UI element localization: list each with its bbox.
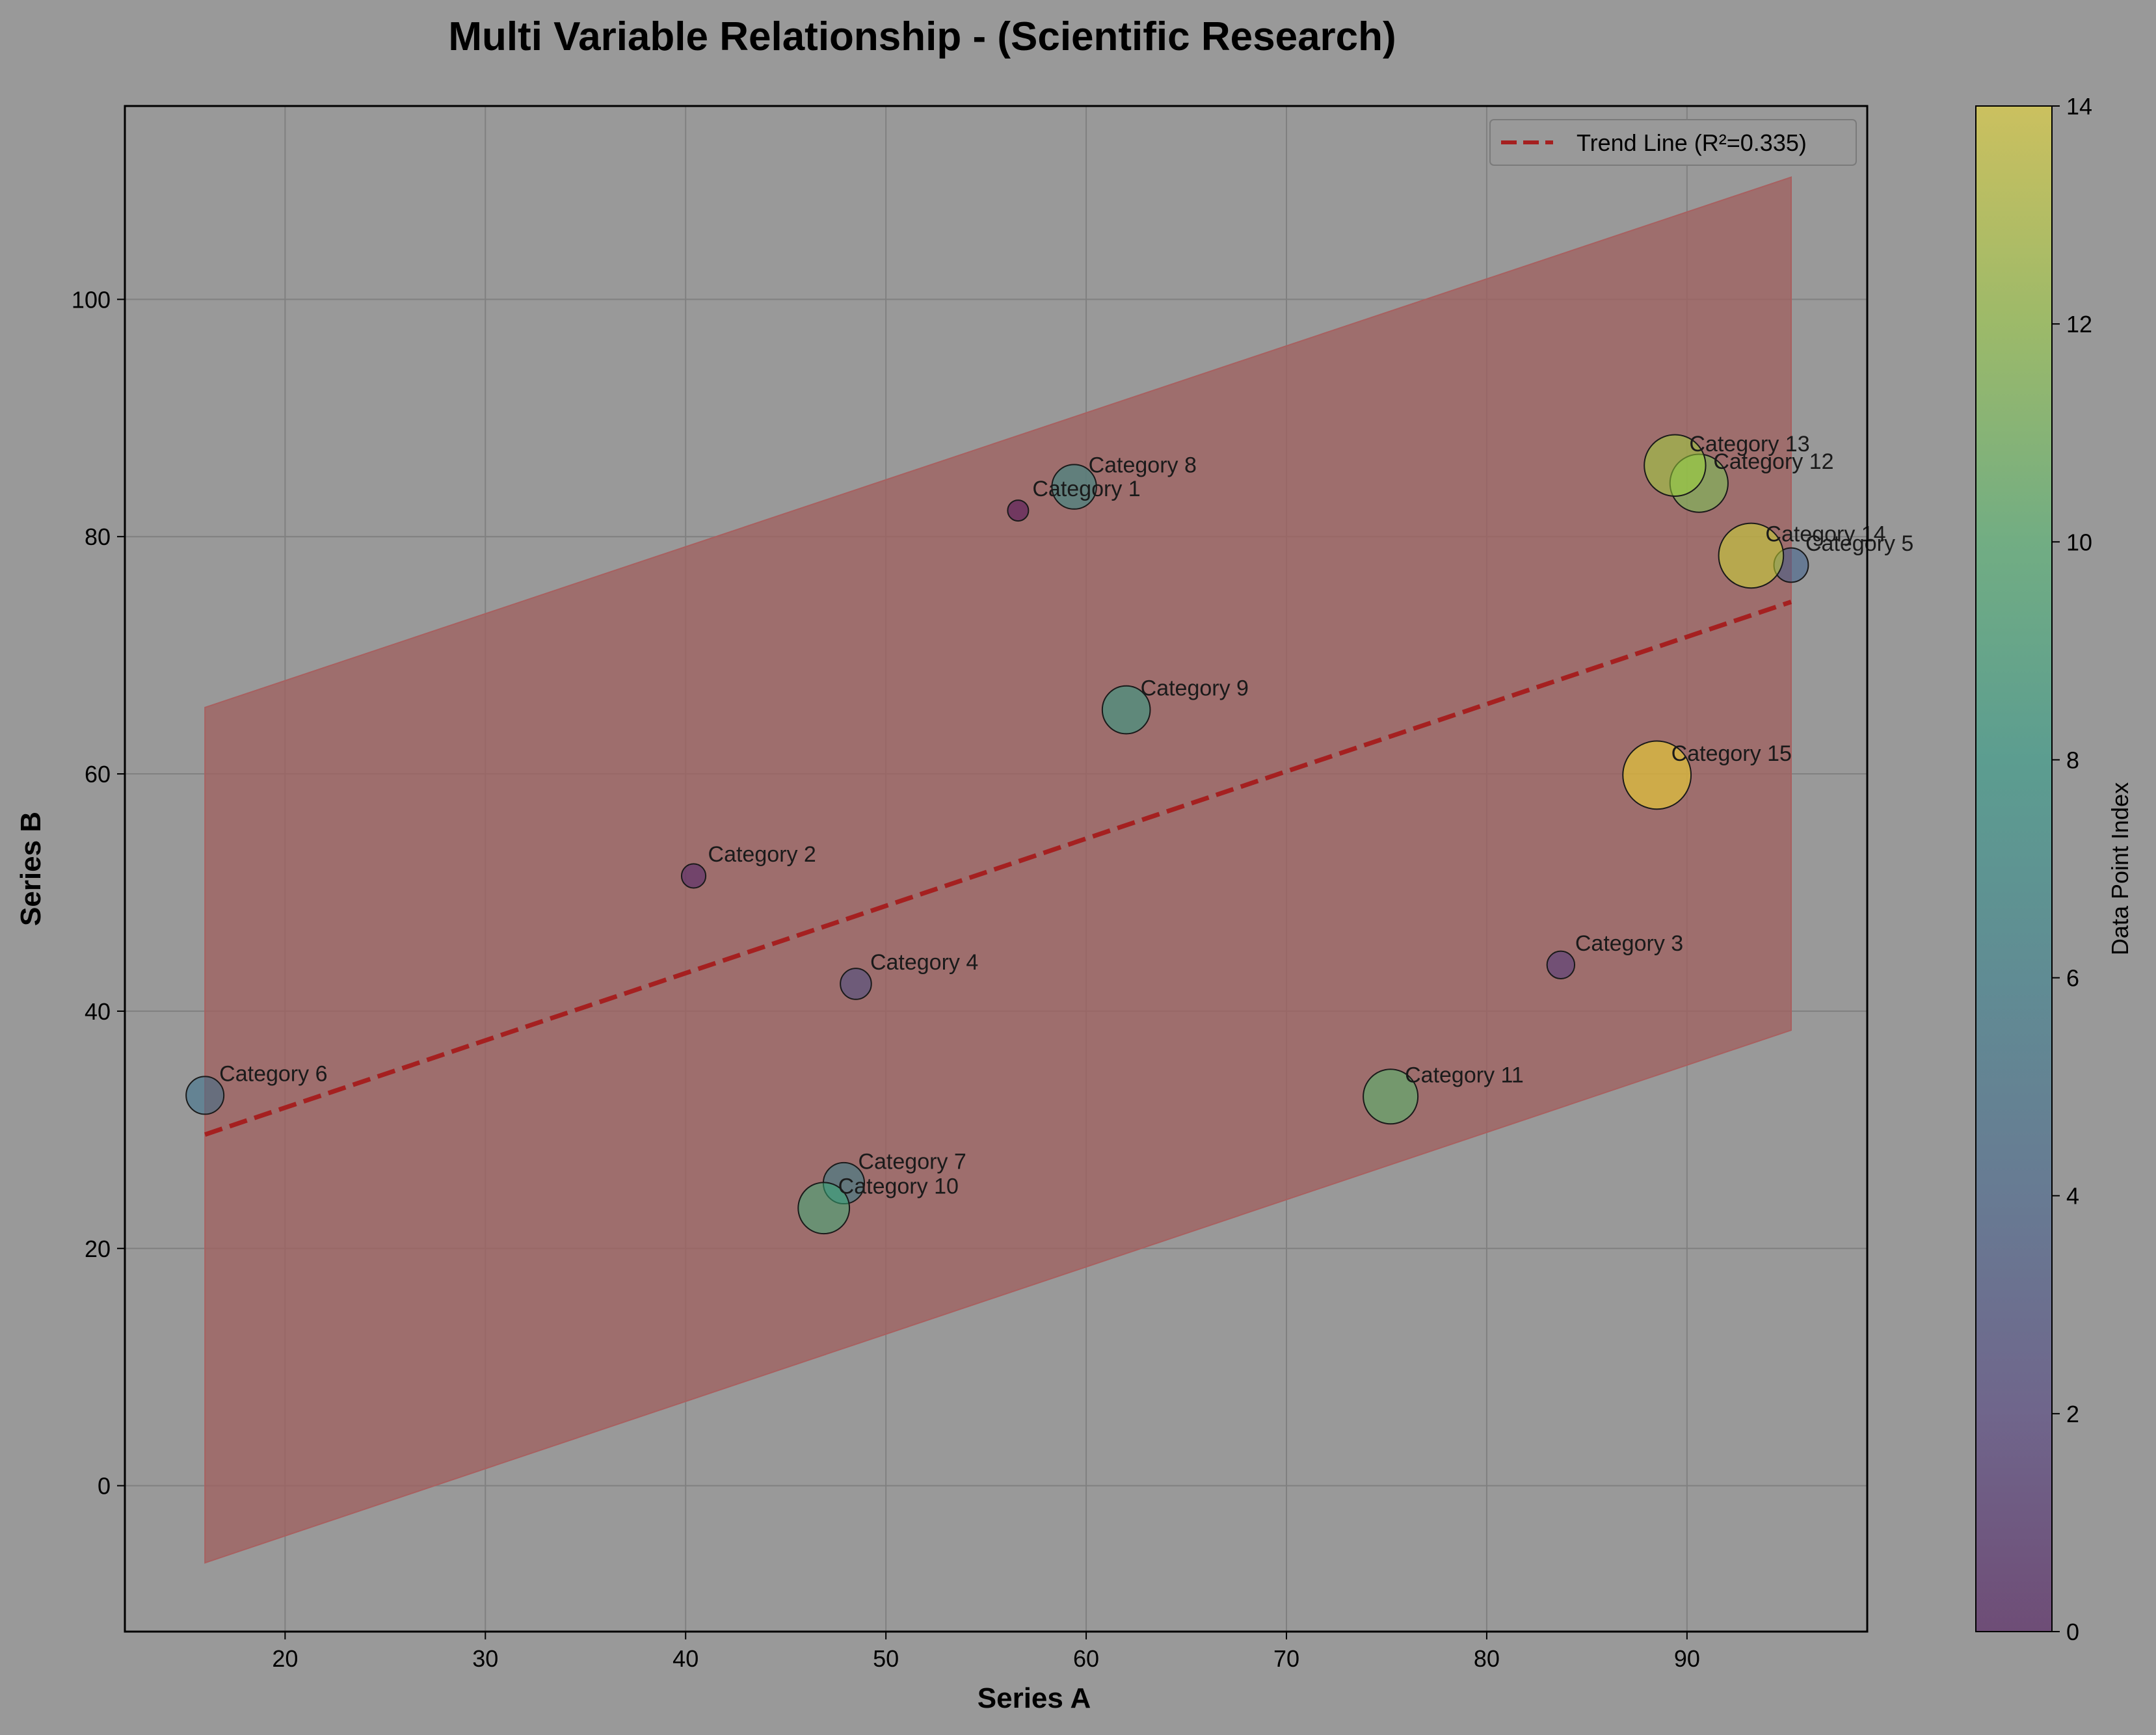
- x-tick-label: 60: [1073, 1645, 1099, 1672]
- colorbar-tick-label: 14: [2066, 93, 2092, 120]
- x-tick-label: 70: [1273, 1645, 1299, 1672]
- data-point-label: Category 15: [1671, 741, 1792, 766]
- data-point: [840, 968, 872, 1000]
- y-tick-label: 60: [85, 761, 111, 788]
- colorbar-tick-label: 10: [2066, 529, 2092, 555]
- data-point-label: Category 14: [1765, 522, 1885, 546]
- data-points: [185, 434, 1809, 1235]
- trend-line: [204, 600, 1792, 1137]
- colorbar-tick-label: 2: [2066, 1401, 2079, 1427]
- x-axis-label: Series A: [978, 1682, 1091, 1714]
- legend-box: [1489, 119, 1857, 166]
- colorbar-label: Data Point Index: [2107, 782, 2133, 955]
- x-tick-label: 30: [472, 1645, 498, 1672]
- data-point: [1644, 434, 1707, 497]
- colorbar-tick-label: 0: [2066, 1619, 2079, 1645]
- legend: Trend Line (R²=0.335): [1489, 119, 1857, 166]
- data-point: [1546, 950, 1576, 979]
- data-point: [1007, 499, 1030, 522]
- data-point-label: Category 3: [1575, 931, 1683, 956]
- data-point-label: Category 8: [1089, 453, 1197, 478]
- colorbar-tick-label: 12: [2066, 311, 2092, 338]
- data-point-label: Category 4: [870, 950, 978, 975]
- data-point-label: Category 2: [708, 842, 816, 867]
- data-point-label: Category 12: [1713, 449, 1833, 474]
- data-point-label: Category 7: [858, 1149, 966, 1174]
- data-point-label: Category 9: [1141, 676, 1249, 701]
- data-point-label: Category 11: [1405, 1063, 1524, 1087]
- colorbar-ticks: 0 2 4 6 8 10 12 14: [2052, 93, 2092, 1645]
- data-point-label: Category 6: [219, 1061, 327, 1086]
- y-tick-label: 20: [85, 1236, 111, 1262]
- data-point-label: Category 5: [1805, 531, 1913, 556]
- data-point: [1622, 740, 1692, 810]
- colorbar: 0 2 4 6 8 10 12 14 Data Point Index: [1975, 93, 2133, 1645]
- data-point: [1718, 522, 1785, 589]
- colorbar-tick-label: 6: [2066, 965, 2079, 992]
- plot-frame: [124, 105, 1869, 1633]
- y-tick-label: 100: [72, 286, 111, 313]
- data-point: [1051, 464, 1097, 510]
- y-tick-label: 0: [98, 1473, 111, 1500]
- y-axis-label: Series B: [15, 812, 47, 926]
- colorbar-tick-label: 8: [2066, 747, 2079, 773]
- x-axis-ticks: 20 30 40 50 60 70 80 90: [272, 1632, 1700, 1672]
- data-point: [185, 1076, 225, 1115]
- legend-label: Trend Line (R²=0.335): [1577, 129, 1807, 156]
- y-axis-ticks: 0 20 40 60 80 100: [72, 286, 125, 1500]
- data-point: [1101, 685, 1151, 735]
- x-tick-label: 20: [272, 1645, 298, 1672]
- data-point-label: Category 10: [838, 1174, 959, 1199]
- data-point-label: Category 1: [1032, 477, 1140, 501]
- colorbar-tick-label: 4: [2066, 1183, 2079, 1210]
- data-point: [797, 1182, 851, 1235]
- x-tick-label: 90: [1674, 1645, 1700, 1672]
- x-tick-label: 40: [672, 1645, 699, 1672]
- chart-title: Multi Variable Relationship - (Scientifi…: [448, 14, 1396, 59]
- x-tick-label: 50: [873, 1645, 899, 1672]
- colorbar-gradient: [1975, 105, 2053, 1632]
- data-point-label: Category 13: [1689, 432, 1809, 457]
- y-tick-label: 80: [85, 523, 111, 550]
- data-point: [1363, 1068, 1419, 1125]
- point-labels: Category 1 Category 2 Category 3 Category 4…: [219, 432, 1913, 1199]
- plot-area: Category 1 Category 2 Category 3 Category 4…: [72, 105, 1913, 1672]
- data-point: [680, 863, 707, 889]
- x-tick-label: 80: [1474, 1645, 1500, 1672]
- y-tick-label: 40: [85, 998, 111, 1025]
